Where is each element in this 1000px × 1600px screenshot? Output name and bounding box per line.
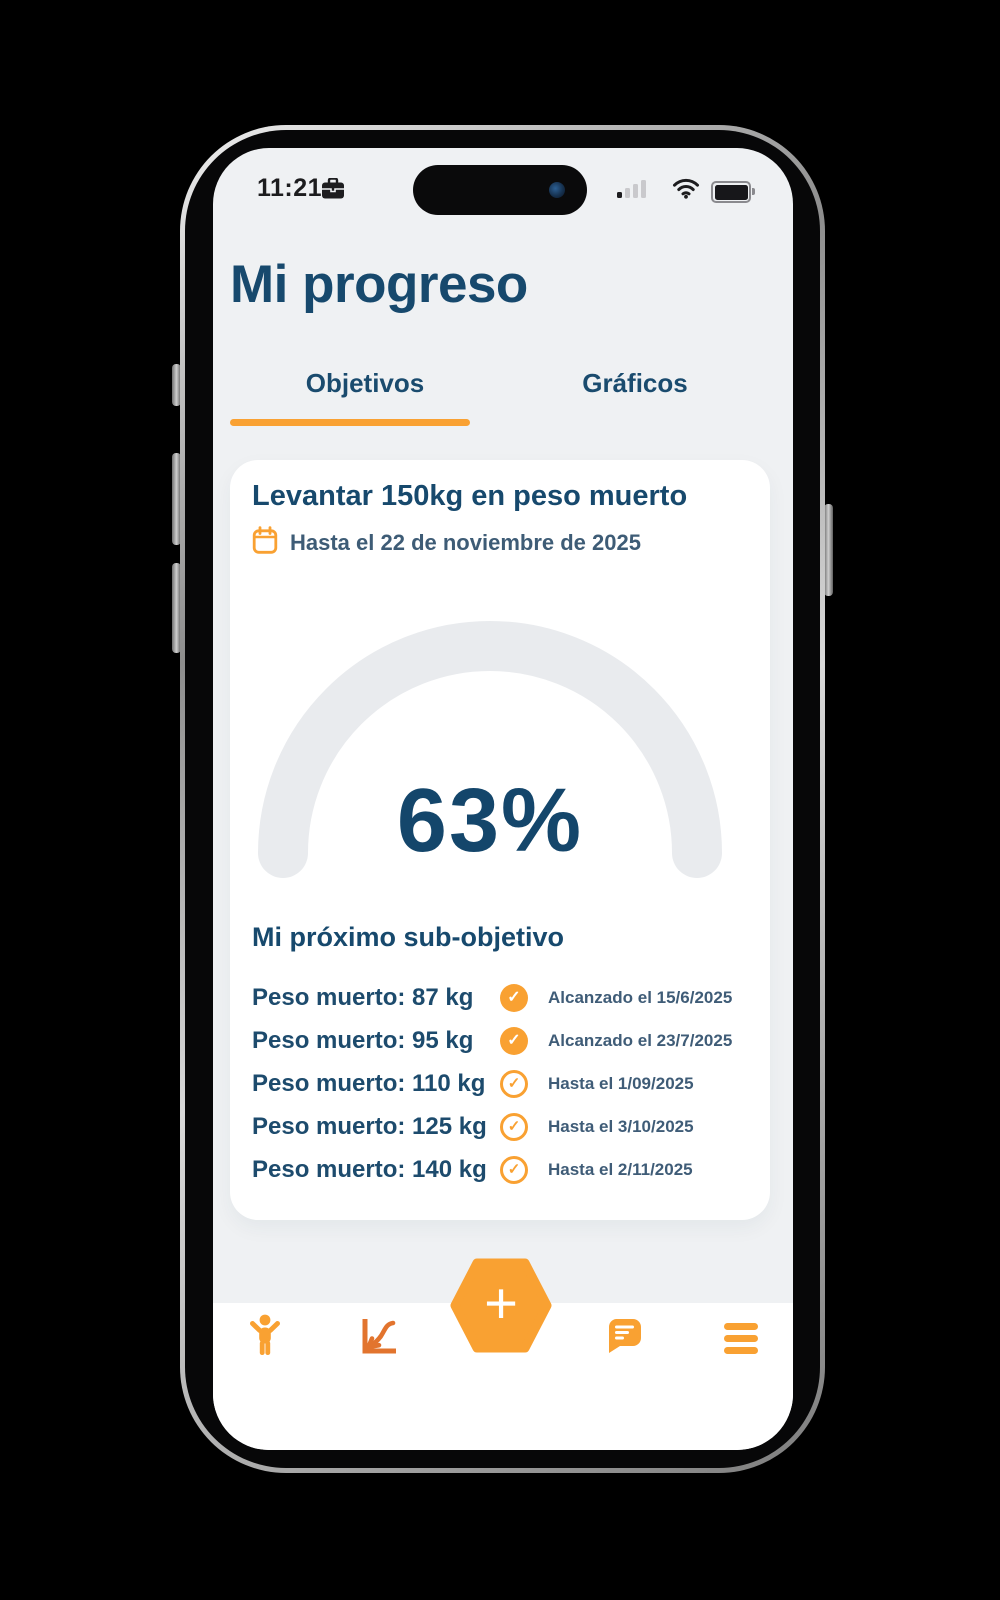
subgoals-heading: Mi próximo sub-objetivo <box>252 922 565 952</box>
calendar-icon <box>252 526 278 560</box>
briefcase-icon <box>321 177 345 205</box>
check-icon <box>500 1026 528 1055</box>
progress-percent: 63% <box>396 771 584 871</box>
subgoal-date: Alcanzado el 23/7/2025 <box>548 1030 733 1050</box>
menu-icon <box>724 1322 758 1354</box>
page-title: Mi progreso <box>230 255 528 314</box>
goal-title: Levantar 150kg en peso muerto <box>252 480 688 512</box>
dynamic-island <box>413 165 587 215</box>
cellular-signal-icon <box>617 180 663 198</box>
status-bar: 11:21 <box>213 148 793 228</box>
check-icon <box>500 1069 528 1098</box>
nav-menu-button[interactable] <box>719 1316 763 1360</box>
subgoal-row[interactable]: Peso muerto: 87 kg Alcanzado el 15/6/202… <box>252 976 748 1019</box>
check-icon <box>500 1155 528 1184</box>
goal-deadline-text: Hasta el 22 de noviembre de 2025 <box>290 530 641 555</box>
tab-objetivos[interactable]: Objetivos <box>305 368 425 398</box>
plus-icon <box>449 1258 553 1353</box>
subgoal-row[interactable]: Peso muerto: 110 kg Hasta el 1/09/2025 <box>252 1062 748 1105</box>
chart-trend-icon <box>356 1314 400 1363</box>
subgoal-date: Hasta el 3/10/2025 <box>548 1116 694 1136</box>
progress-gauge <box>258 621 722 878</box>
app-screen: 11:21 <box>213 148 793 1450</box>
subgoals-list: Peso muerto: 87 kg Alcanzado el 15/6/202… <box>252 976 748 1191</box>
power-button <box>824 504 833 596</box>
subgoal-date: Hasta el 1/09/2025 <box>548 1073 694 1093</box>
subgoal-label: Peso muerto: 140 kg <box>252 1155 487 1183</box>
nav-profile-button[interactable] <box>243 1314 287 1360</box>
nav-chat-button[interactable] <box>602 1316 646 1360</box>
tab-graficos[interactable]: Gráficos <box>582 368 688 398</box>
subgoal-label: Peso muerto: 110 kg <box>252 1069 486 1097</box>
subgoal-row[interactable]: Peso muerto: 125 kg Hasta el 3/10/2025 <box>252 1105 748 1148</box>
phone-bezel: 11:21 <box>185 130 820 1468</box>
wifi-icon <box>672 178 700 204</box>
person-arms-up-icon <box>245 1313 285 1364</box>
add-hexagon-button[interactable] <box>449 1258 553 1353</box>
subgoal-date: Alcanzado el 15/6/2025 <box>548 987 733 1007</box>
battery-icon <box>711 181 755 203</box>
goal-deadline: Hasta el 22 de noviembre de 2025 <box>252 526 641 560</box>
subgoal-row[interactable]: Peso muerto: 140 kg Hasta el 2/11/2025 <box>252 1148 748 1191</box>
subgoal-row[interactable]: Peso muerto: 95 kg Alcanzado el 23/7/202… <box>252 1019 748 1062</box>
volume-up-button <box>172 453 181 545</box>
check-icon <box>500 1112 528 1141</box>
subgoal-label: Peso muerto: 87 kg <box>252 983 474 1011</box>
chat-icon <box>604 1316 644 1361</box>
nav-progress-button[interactable] <box>356 1316 400 1360</box>
subgoal-label: Peso muerto: 95 kg <box>252 1026 474 1054</box>
camera-icon <box>549 182 565 198</box>
active-tab-indicator <box>230 419 470 426</box>
goal-card: Levantar 150kg en peso muerto Hasta el 2… <box>230 460 770 1220</box>
tab-bar: Objetivos Gráficos <box>230 360 770 407</box>
clock: 11:21 <box>257 174 323 202</box>
phone-frame: 11:21 <box>180 125 825 1473</box>
volume-down-button <box>172 563 181 653</box>
subgoal-label: Peso muerto: 125 kg <box>252 1112 487 1140</box>
action-button <box>172 364 181 406</box>
check-icon <box>500 983 528 1012</box>
subgoal-date: Hasta el 2/11/2025 <box>548 1159 693 1179</box>
